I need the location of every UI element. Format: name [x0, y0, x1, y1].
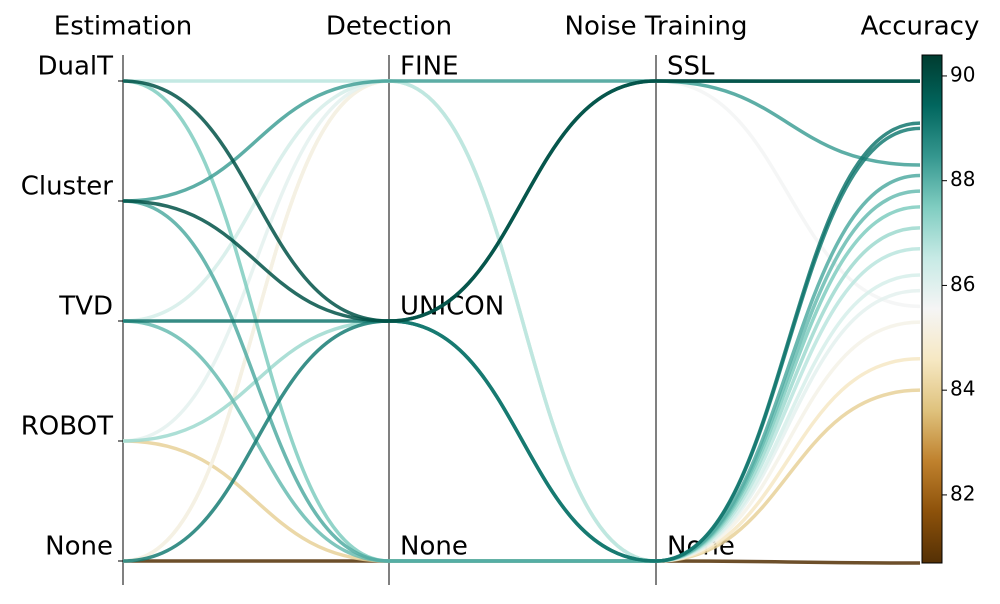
record-line	[123, 121, 921, 563]
category-label: Cluster	[21, 172, 114, 202]
axis-title: Accuracy	[861, 12, 980, 42]
category-label: None	[45, 532, 113, 562]
category-label: TVD	[58, 292, 113, 322]
category-label: ROBOT	[21, 412, 113, 442]
category-label: DualT	[37, 52, 113, 82]
record-line	[123, 79, 921, 563]
category-label: None	[400, 532, 468, 562]
record-line	[122, 79, 921, 203]
colorbar-tick-label: 86	[950, 272, 975, 296]
colorbar-tick-label: 82	[950, 481, 975, 505]
record-line	[122, 173, 921, 563]
axis-title: Estimation	[54, 12, 192, 42]
colorbar-tick-label: 90	[950, 62, 975, 86]
category-label: SSL	[667, 52, 715, 82]
colorbar-tick-label: 84	[950, 377, 975, 401]
axis-title: Detection	[326, 12, 452, 42]
colorbar-tick-label: 88	[950, 167, 975, 191]
category-label: FINE	[400, 52, 459, 82]
record-line	[122, 79, 921, 323]
axis-title: Noise Training	[565, 12, 748, 42]
colorbar	[921, 54, 943, 564]
